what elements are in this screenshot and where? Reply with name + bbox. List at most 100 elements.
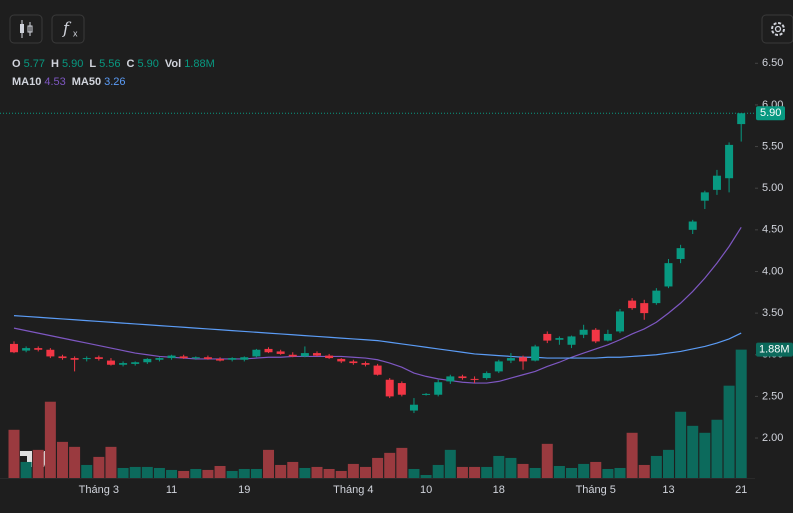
ma-key: MA10 (12, 76, 42, 88)
candle-body (482, 373, 491, 379)
last-price-label: 5.90 (760, 107, 781, 119)
settings-button[interactable] (761, 14, 793, 44)
candle (167, 354, 176, 360)
candle (349, 359, 358, 365)
candle (725, 142, 734, 193)
candle-body (288, 354, 297, 357)
volume-bar (56, 441, 68, 478)
x-tick-label: 18 (493, 484, 505, 496)
x-tick-label: Tháng 5 (576, 484, 616, 496)
x-tick-label: 19 (238, 484, 250, 496)
y-tick-label: 6.50 (762, 57, 783, 69)
candle-body (494, 361, 503, 372)
candle-body (94, 357, 103, 359)
candle-body (725, 144, 734, 179)
candle-body (167, 355, 176, 359)
volume-bar (347, 463, 359, 478)
candle-body (46, 349, 55, 357)
candle (385, 378, 394, 399)
candle-body (712, 175, 721, 190)
candle-body (325, 355, 334, 359)
volume-bar (517, 463, 529, 478)
candle-body (155, 358, 164, 360)
candle (506, 353, 515, 364)
candle-body (373, 365, 382, 375)
candle (603, 329, 612, 342)
volume-bar (105, 446, 117, 478)
volume-bar (214, 465, 226, 478)
candle (228, 357, 237, 362)
candle (82, 356, 91, 362)
volume-bar (359, 466, 371, 478)
candle (143, 358, 152, 364)
status-value: 5.77 (23, 58, 45, 70)
candle-body (337, 358, 346, 362)
volume-bar (323, 468, 335, 478)
status-value: 5.56 (99, 58, 121, 70)
candle-body (240, 357, 249, 360)
candle (300, 346, 309, 358)
ma-value: 3.26 (104, 76, 126, 88)
candle-body (58, 356, 67, 359)
y-tick-label: 5.00 (762, 182, 783, 194)
y-tick-label: 5.50 (762, 140, 783, 152)
candle (264, 347, 273, 354)
volume-bar (153, 467, 165, 478)
volume-bar (481, 466, 493, 478)
candle-body (603, 333, 612, 341)
x-tick-label: 10 (420, 484, 432, 496)
candle (325, 353, 334, 359)
volume-bar (541, 443, 553, 478)
candle-body (10, 343, 18, 353)
candle-body (131, 362, 140, 364)
candle (70, 356, 79, 372)
candle-body (252, 349, 261, 357)
volume-bar (432, 464, 444, 478)
ma-line (13, 315, 742, 359)
volume-bar (614, 467, 626, 478)
candle-body (422, 393, 431, 395)
candle-button[interactable] (9, 14, 43, 44)
candle (276, 349, 285, 355)
candle (252, 348, 261, 358)
candle-body (276, 351, 285, 354)
candle-body (34, 348, 43, 350)
status-key: Vol (164, 58, 182, 70)
candle (434, 379, 443, 397)
volume-bar (129, 466, 141, 478)
volume-bar (529, 467, 541, 478)
candle-body (106, 360, 115, 365)
volume-bar (69, 446, 81, 478)
candle (34, 346, 43, 352)
last-price-badge (756, 106, 785, 121)
svg-text:f: f (62, 19, 72, 38)
candle-body (555, 338, 564, 340)
volume-bar (553, 465, 565, 478)
candle-body (446, 376, 455, 382)
volume-bar (141, 466, 153, 478)
candle (397, 381, 406, 397)
candle-body (191, 357, 200, 359)
candle (458, 374, 467, 380)
y-tick-label: 2.00 (762, 432, 783, 444)
candle (519, 355, 528, 370)
candle (58, 354, 67, 360)
ohlc-row: O 5.77 H 5.90 L 5.56 C 5.90 Vol 1.88M (12, 55, 221, 73)
candle (191, 356, 200, 360)
indicator-button[interactable]: f x (51, 14, 85, 44)
candle (313, 351, 321, 357)
candle (361, 361, 370, 367)
candle (531, 344, 540, 362)
candle-body (543, 333, 552, 341)
candle (106, 358, 115, 366)
status-value: 1.88M (184, 58, 215, 70)
x-tick-label: 21 (735, 484, 747, 496)
volume-bar (250, 468, 262, 478)
status-line: O 5.77 H 5.90 L 5.56 C 5.90 Vol 1.88M MA10 4.53 MA5… (12, 55, 221, 91)
volume-bar (420, 474, 432, 478)
volume-bar (493, 455, 505, 478)
candle (700, 190, 709, 210)
candle (640, 299, 649, 320)
volume-bar (469, 466, 481, 478)
